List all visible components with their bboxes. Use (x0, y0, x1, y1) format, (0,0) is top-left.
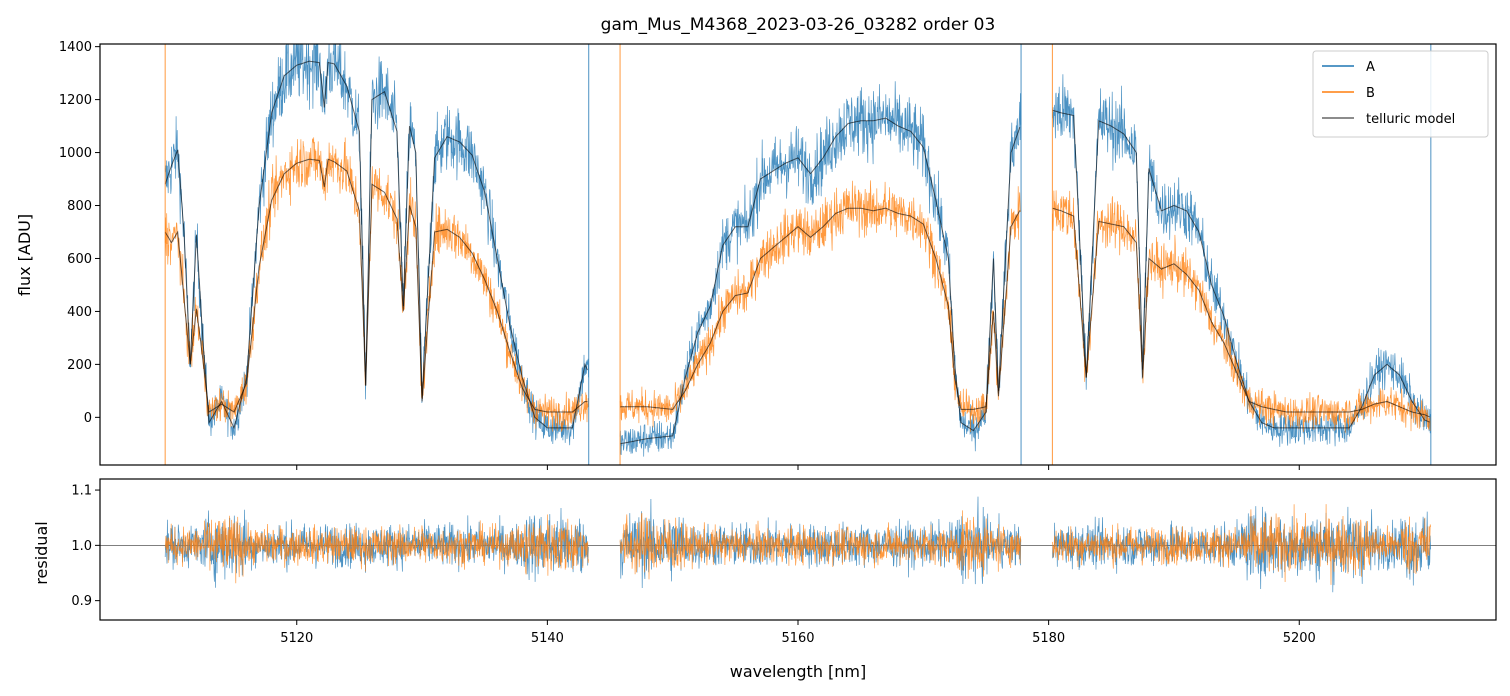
flux-y-tick-label: 0 (84, 411, 92, 426)
flux-y-tick-label: 1200 (59, 93, 92, 108)
residual-y-tick-label: 1.1 (71, 484, 92, 499)
chart-title: gam_Mus_M4368_2023-03-26_03282 order 03 (601, 15, 996, 35)
residual-x-tick-label: 5140 (531, 631, 564, 646)
residual-panel: 0.91.01.1 5120 5140 5160 5180 5200 residual … (32, 478, 1497, 681)
legend-label-b: B (1366, 86, 1375, 101)
legend-box (1312, 50, 1489, 138)
residual-x-tick-label: 5120 (280, 631, 313, 646)
residual-y-ticks: 0.9 1.0 1.1 (71, 484, 100, 609)
flux-x-ticks (296, 465, 1300, 470)
x-axis-label: wavelength [nm] (730, 662, 867, 681)
residual-plot-area (100, 496, 1496, 593)
flux-panel: 0 200 400 600 800 1000 1200 1400 flux [ADU] A B… (15, 40, 1497, 470)
residual-x-tick-label: 5180 (1032, 631, 1065, 646)
legend-label-a: A (1366, 60, 1375, 75)
legend-label-telluric: telluric model (1366, 112, 1455, 127)
flux-y-tick-label: 1000 (59, 146, 92, 161)
residual-x-ticks: 5120 5140 5160 5180 5200 (280, 620, 1316, 646)
flux-y-tick-label: 1400 (59, 40, 92, 55)
telluric-model-a-line (164, 60, 1430, 445)
telluric-model-b-line (164, 158, 1430, 418)
residual-x-tick-label: 5200 (1283, 631, 1316, 646)
residual-y-tick-label: 0.9 (71, 594, 92, 609)
residual-y-tick-label: 1.0 (71, 539, 92, 554)
flux-y-tick-label: 600 (67, 252, 92, 267)
flux-y-axis-label: flux [ADU] (15, 214, 34, 296)
flux-y-tick-label: 400 (67, 305, 92, 320)
flux-y-ticks: 0 200 400 600 800 1000 1200 1400 (59, 40, 100, 426)
flux-y-tick-label: 200 (67, 358, 92, 373)
legend: A B telluric model (1312, 50, 1489, 138)
series-b-line (164, 137, 1431, 434)
flux-plot-area (164, 44, 1432, 465)
residual-y-axis-label: residual (32, 521, 51, 584)
residual-b-line (164, 504, 1431, 585)
residual-x-tick-label: 5160 (781, 631, 814, 646)
flux-y-tick-label: 800 (67, 199, 92, 214)
